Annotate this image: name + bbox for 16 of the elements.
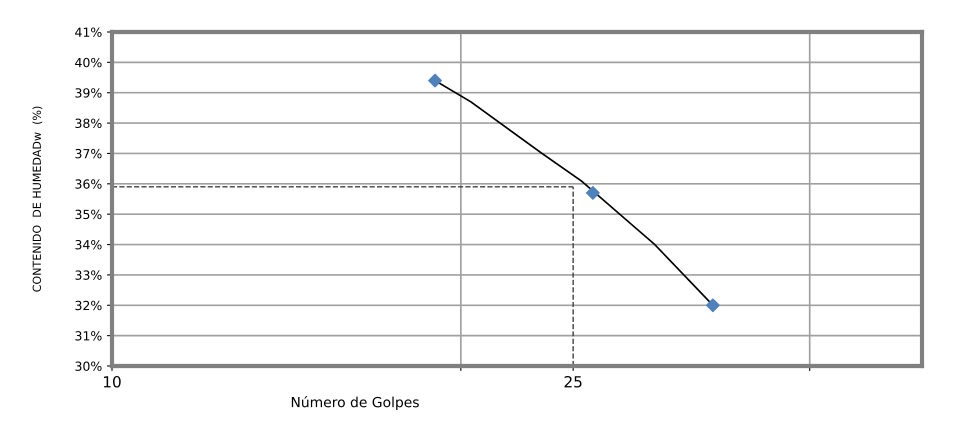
y-tick-label: 41% [75,27,102,37]
y-tick-label: 38% [75,118,102,128]
y-tick-label: 37% [75,148,102,158]
y-tick-label: 40% [75,58,102,68]
x-tick-label: 25 [564,376,582,388]
y-tick-label: 33% [75,270,102,280]
x-axis-title: Número de Golpes [292,396,419,410]
y-tick-label: 36% [75,179,102,189]
y-tick-label: 32% [75,300,102,310]
y-tick-label: 30% [75,361,102,371]
y-tick-label: 39% [75,88,102,98]
y-tick-label: 34% [75,240,102,250]
y-tick-label: 35% [75,210,102,220]
y-axis-title: CONTENIDO DE HUMEDADw (%) [32,106,42,292]
x-tick-label: 10 [104,376,121,388]
y-tick-label: 31% [75,331,102,341]
